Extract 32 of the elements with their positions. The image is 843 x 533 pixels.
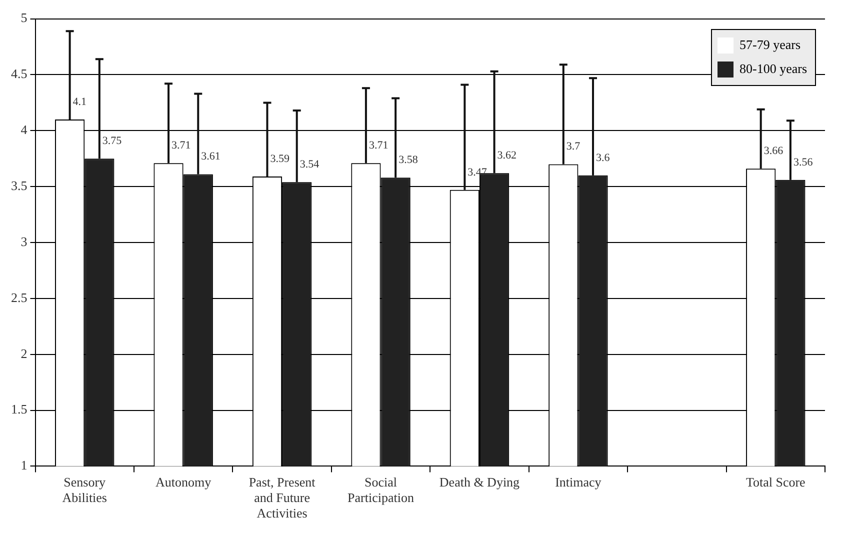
- y-tick-label: 1: [20, 458, 28, 473]
- x-tick-label: Intimacy: [555, 474, 602, 490]
- x-tick-label: Autonomy: [156, 474, 212, 490]
- data-label: 3.71: [172, 139, 191, 152]
- y-tick-label: 5: [20, 10, 28, 26]
- y-tick-label: 4: [20, 122, 28, 138]
- data-label: 3.6: [596, 152, 610, 164]
- y-tick-label: 2.5: [11, 290, 28, 305]
- x-tick-label: Past, Present and Future Activities: [248, 474, 316, 521]
- data-label: 3.7: [566, 140, 581, 153]
- y-tick-label: 1.5: [11, 402, 28, 417]
- data-label: 3.59: [270, 152, 290, 165]
- x-tick-label: Death & Dying: [439, 474, 520, 490]
- data-label: 3.47: [468, 166, 488, 178]
- x-tick-label: Total Score: [746, 474, 806, 490]
- data-label: 4.1: [72, 96, 87, 108]
- x-tick-label: Social Participation: [348, 474, 414, 506]
- y-tick-label: 4.5: [11, 66, 28, 82]
- data-label: 3.75: [102, 135, 122, 148]
- data-label: 3.56: [793, 156, 814, 168]
- legend-label: 57-79 years: [740, 36, 801, 52]
- data-label: 3.62: [497, 150, 517, 162]
- x-tick-label: Sensory Abilities: [62, 474, 107, 506]
- data-label: 3.71: [368, 139, 388, 152]
- data-label: 3.66: [764, 145, 784, 158]
- data-label: 3.58: [398, 154, 418, 166]
- y-tick-label: 3: [20, 234, 28, 249]
- legend-label: 80-100 years: [740, 60, 808, 76]
- y-tick-label: 2: [20, 346, 28, 361]
- data-label: 3.54: [300, 158, 320, 170]
- y-tick-label: 3.5: [11, 178, 28, 193]
- data-label: 3.61: [201, 150, 220, 163]
